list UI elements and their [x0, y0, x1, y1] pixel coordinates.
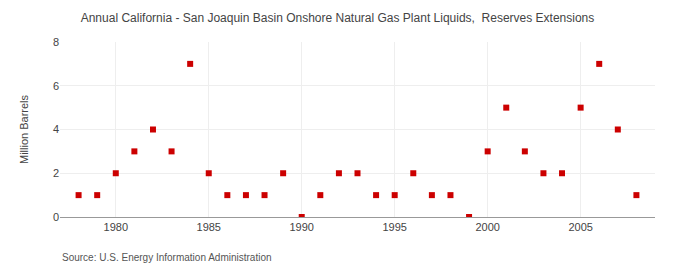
svg-text:Annual California - San Joaqui: Annual California - San Joaquin Basin On…: [81, 11, 595, 25]
svg-text:1980: 1980: [104, 221, 128, 233]
svg-text:2: 2: [53, 167, 59, 179]
svg-text:Source: U.S. Energy Informatio: Source: U.S. Energy Information Administ…: [62, 252, 272, 263]
svg-text:0: 0: [53, 211, 59, 223]
svg-text:8: 8: [53, 36, 59, 48]
svg-text:2000: 2000: [475, 221, 499, 233]
svg-text:2005: 2005: [568, 221, 592, 233]
svg-text:1990: 1990: [289, 221, 313, 233]
svg-text:6: 6: [53, 80, 59, 92]
svg-text:1995: 1995: [382, 221, 406, 233]
svg-text:Million Barrels: Million Barrels: [18, 94, 30, 164]
svg-text:4: 4: [53, 123, 59, 135]
svg-text:1985: 1985: [197, 221, 221, 233]
